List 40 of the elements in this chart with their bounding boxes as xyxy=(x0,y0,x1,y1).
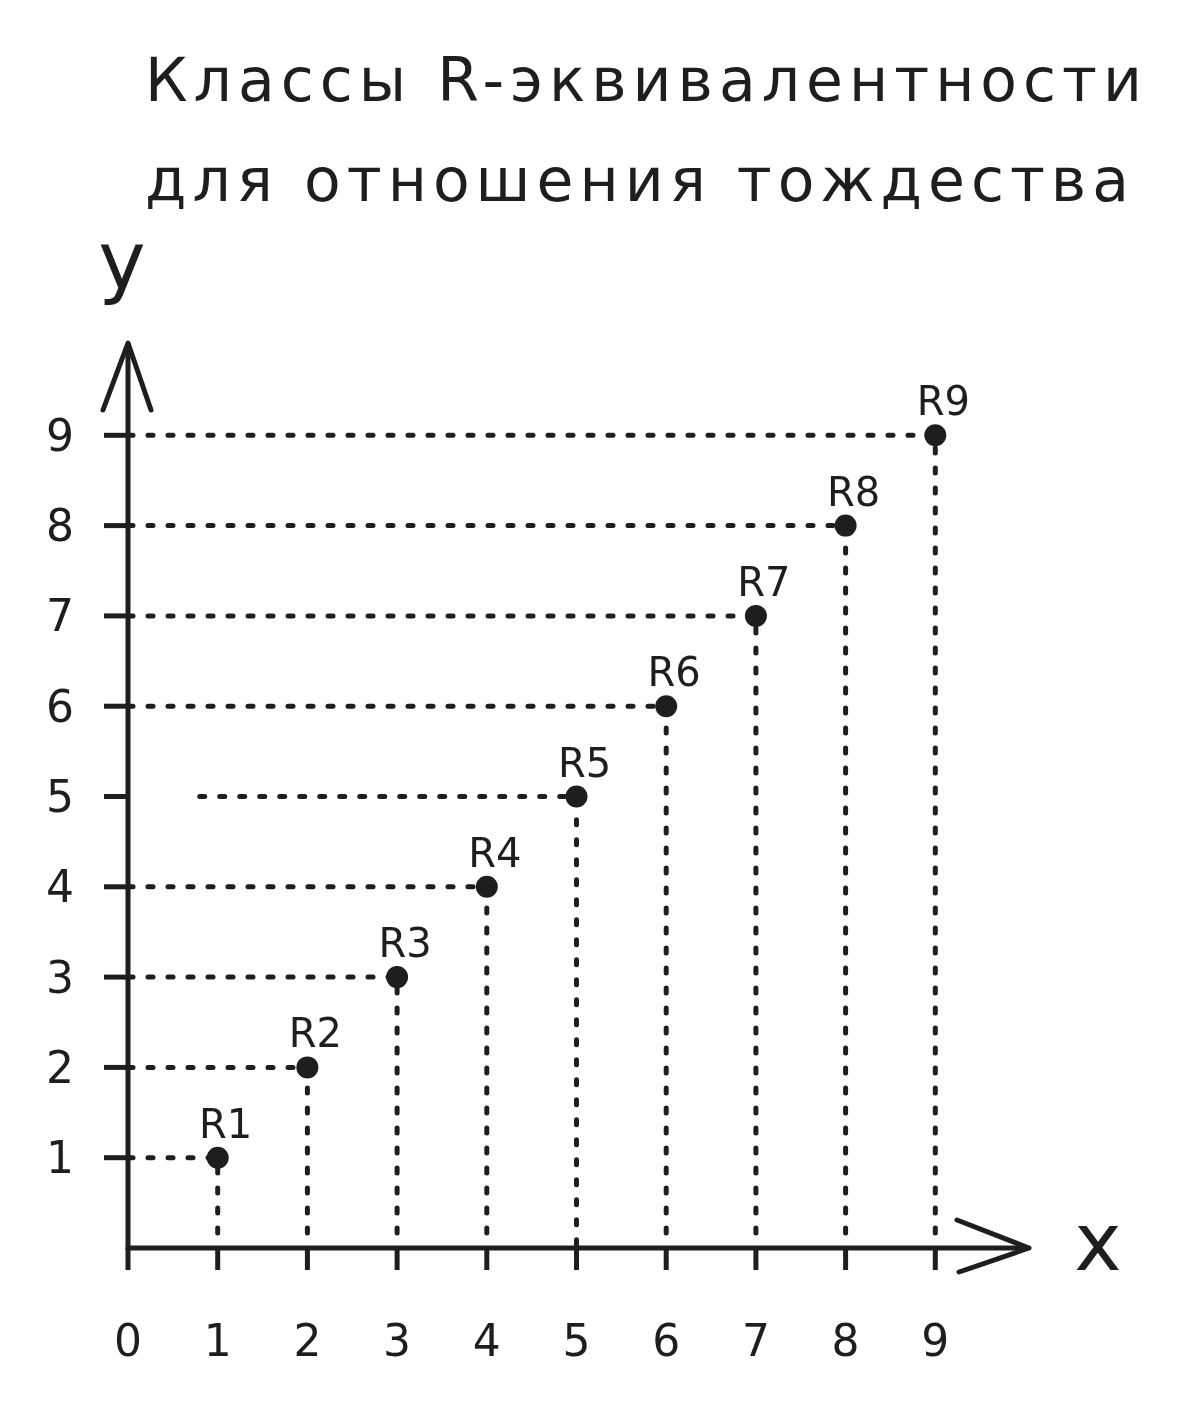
annotation: R6 xyxy=(647,649,701,696)
annotation: R2 xyxy=(288,1010,343,1057)
x-tick-label: 7 xyxy=(741,1314,770,1366)
x-tick-label: 1 xyxy=(203,1314,232,1366)
annotation: R9 xyxy=(916,378,970,425)
y-tick-label: 1 xyxy=(46,1132,74,1184)
annotation: R3 xyxy=(378,920,432,967)
x-tick-label: 3 xyxy=(383,1314,412,1366)
point xyxy=(655,695,678,718)
x-tick-label: 2 xyxy=(293,1314,322,1366)
y-tick-label: 7 xyxy=(46,590,74,642)
x-tick-label: 5 xyxy=(562,1314,591,1366)
x-tick-label: 8 xyxy=(831,1314,860,1366)
y-tick-label: 3 xyxy=(46,951,74,1003)
annotation: R8 xyxy=(826,468,881,515)
x-tick-label: 4 xyxy=(472,1314,501,1366)
y-tick-label: 9 xyxy=(46,409,74,461)
x-tick-label: 0 xyxy=(114,1314,142,1366)
point xyxy=(565,785,588,808)
y-tick-label: 5 xyxy=(46,771,74,822)
y-axis-title: y xyxy=(98,213,146,307)
annotation: R7 xyxy=(737,558,791,605)
y-tick-label: 4 xyxy=(46,861,74,913)
y-tick-label: 2 xyxy=(46,1041,74,1093)
point xyxy=(744,604,767,627)
annotation: R1 xyxy=(199,1100,253,1147)
annotation: R4 xyxy=(468,829,522,876)
point xyxy=(924,424,947,447)
point xyxy=(296,1056,319,1079)
point xyxy=(386,966,409,989)
x-tick-label: 9 xyxy=(921,1314,950,1366)
x-tick-label: 6 xyxy=(652,1314,681,1366)
x-axis-title: x xyxy=(1074,1195,1122,1289)
point xyxy=(206,1146,229,1169)
point xyxy=(834,514,857,537)
y-tick-label: 8 xyxy=(46,500,74,552)
y-tick-label: 6 xyxy=(46,680,74,732)
annotation: R5 xyxy=(557,739,612,786)
point xyxy=(475,875,498,898)
chart-title: Классы R-эквивалентности для отношения тождества xyxy=(145,44,1149,217)
